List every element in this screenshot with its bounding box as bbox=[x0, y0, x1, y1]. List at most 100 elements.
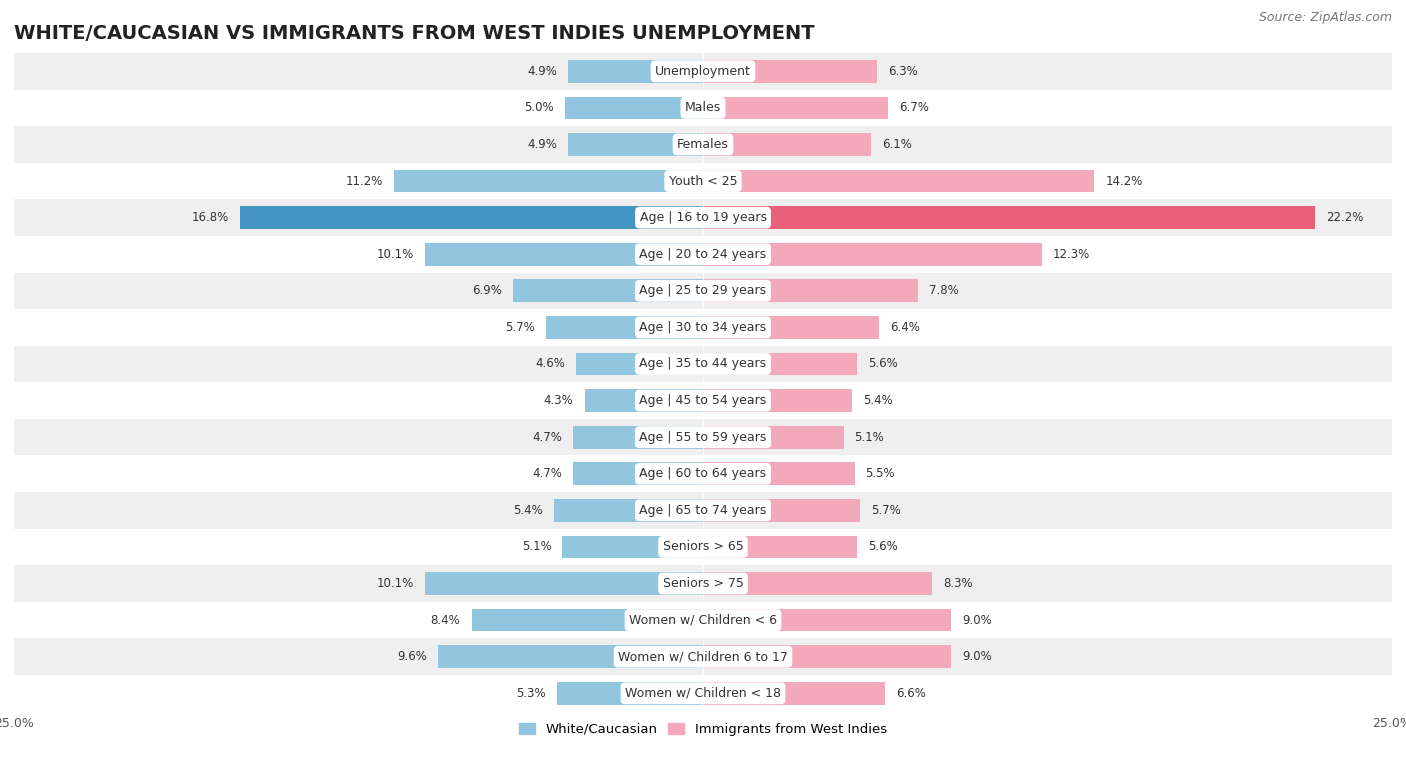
Bar bbox=[14, 565, 1392, 602]
Bar bbox=[14, 273, 1392, 309]
Text: 5.4%: 5.4% bbox=[513, 504, 543, 517]
Bar bbox=[14, 382, 1392, 419]
Bar bbox=[14, 346, 1392, 382]
Text: 9.0%: 9.0% bbox=[962, 650, 991, 663]
Bar bbox=[14, 638, 1392, 675]
Bar bbox=[703, 353, 858, 375]
Bar bbox=[14, 163, 1392, 199]
Bar bbox=[703, 207, 1315, 229]
Text: 11.2%: 11.2% bbox=[346, 175, 384, 188]
Bar bbox=[574, 463, 703, 485]
Bar bbox=[14, 675, 1392, 712]
Text: Women w/ Children < 18: Women w/ Children < 18 bbox=[626, 687, 780, 699]
Bar bbox=[576, 353, 703, 375]
Bar bbox=[703, 646, 950, 668]
Bar bbox=[703, 60, 876, 83]
Bar bbox=[703, 243, 1042, 266]
Text: 5.1%: 5.1% bbox=[855, 431, 884, 444]
Bar bbox=[703, 97, 887, 119]
Bar bbox=[14, 309, 1392, 346]
Bar bbox=[14, 199, 1392, 236]
Bar bbox=[14, 602, 1392, 638]
Bar bbox=[14, 419, 1392, 456]
Text: 5.7%: 5.7% bbox=[505, 321, 534, 334]
Text: 16.8%: 16.8% bbox=[191, 211, 229, 224]
Bar bbox=[14, 53, 1392, 89]
Bar bbox=[703, 279, 918, 302]
Bar bbox=[585, 389, 703, 412]
Text: Age | 60 to 64 years: Age | 60 to 64 years bbox=[640, 467, 766, 480]
Text: 12.3%: 12.3% bbox=[1053, 248, 1090, 260]
Text: 5.3%: 5.3% bbox=[516, 687, 546, 699]
Legend: White/Caucasian, Immigrants from West Indies: White/Caucasian, Immigrants from West In… bbox=[515, 718, 891, 741]
Bar bbox=[703, 426, 844, 448]
Text: 8.4%: 8.4% bbox=[430, 614, 461, 627]
Text: Unemployment: Unemployment bbox=[655, 65, 751, 78]
Bar bbox=[703, 316, 879, 338]
Text: Women w/ Children < 6: Women w/ Children < 6 bbox=[628, 614, 778, 627]
Text: Women w/ Children 6 to 17: Women w/ Children 6 to 17 bbox=[619, 650, 787, 663]
Bar bbox=[14, 126, 1392, 163]
Text: 6.7%: 6.7% bbox=[898, 101, 928, 114]
Text: WHITE/CAUCASIAN VS IMMIGRANTS FROM WEST INDIES UNEMPLOYMENT: WHITE/CAUCASIAN VS IMMIGRANTS FROM WEST … bbox=[14, 24, 814, 43]
Bar bbox=[14, 456, 1392, 492]
Text: Age | 35 to 44 years: Age | 35 to 44 years bbox=[640, 357, 766, 370]
Text: 14.2%: 14.2% bbox=[1105, 175, 1143, 188]
Text: 4.6%: 4.6% bbox=[536, 357, 565, 370]
Text: Age | 65 to 74 years: Age | 65 to 74 years bbox=[640, 504, 766, 517]
Bar bbox=[703, 572, 932, 595]
Bar bbox=[14, 236, 1392, 273]
Text: 8.3%: 8.3% bbox=[943, 577, 973, 590]
Text: 4.9%: 4.9% bbox=[527, 65, 557, 78]
Text: 10.1%: 10.1% bbox=[377, 248, 413, 260]
Text: 4.9%: 4.9% bbox=[527, 138, 557, 151]
Bar bbox=[425, 243, 703, 266]
Text: 6.6%: 6.6% bbox=[896, 687, 925, 699]
Bar bbox=[703, 682, 884, 705]
Text: 5.4%: 5.4% bbox=[863, 394, 893, 407]
Text: Age | 20 to 24 years: Age | 20 to 24 years bbox=[640, 248, 766, 260]
Bar bbox=[703, 133, 872, 156]
Text: 9.6%: 9.6% bbox=[398, 650, 427, 663]
Text: Seniors > 75: Seniors > 75 bbox=[662, 577, 744, 590]
Bar bbox=[554, 499, 703, 522]
Text: 10.1%: 10.1% bbox=[377, 577, 413, 590]
Text: 4.7%: 4.7% bbox=[533, 431, 562, 444]
Text: Females: Females bbox=[678, 138, 728, 151]
Bar bbox=[568, 133, 703, 156]
Bar bbox=[568, 60, 703, 83]
Bar bbox=[703, 609, 950, 631]
Bar bbox=[703, 499, 860, 522]
Bar bbox=[703, 389, 852, 412]
Bar bbox=[14, 89, 1392, 126]
Text: Age | 55 to 59 years: Age | 55 to 59 years bbox=[640, 431, 766, 444]
Text: 5.1%: 5.1% bbox=[522, 540, 551, 553]
Text: Age | 25 to 29 years: Age | 25 to 29 years bbox=[640, 285, 766, 298]
Text: 4.7%: 4.7% bbox=[533, 467, 562, 480]
Bar bbox=[565, 97, 703, 119]
Bar bbox=[562, 536, 703, 558]
Bar bbox=[703, 463, 855, 485]
Text: Source: ZipAtlas.com: Source: ZipAtlas.com bbox=[1258, 11, 1392, 24]
Bar bbox=[439, 646, 703, 668]
Bar bbox=[471, 609, 703, 631]
Bar bbox=[513, 279, 703, 302]
Text: 6.1%: 6.1% bbox=[882, 138, 912, 151]
Text: 5.6%: 5.6% bbox=[869, 540, 898, 553]
Bar bbox=[557, 682, 703, 705]
Text: 6.4%: 6.4% bbox=[890, 321, 921, 334]
Text: 5.6%: 5.6% bbox=[869, 357, 898, 370]
Text: 4.3%: 4.3% bbox=[544, 394, 574, 407]
Bar bbox=[574, 426, 703, 448]
Text: 6.9%: 6.9% bbox=[472, 285, 502, 298]
Bar bbox=[240, 207, 703, 229]
Text: Males: Males bbox=[685, 101, 721, 114]
Text: 5.5%: 5.5% bbox=[866, 467, 896, 480]
Text: Age | 45 to 54 years: Age | 45 to 54 years bbox=[640, 394, 766, 407]
Bar bbox=[14, 492, 1392, 528]
Bar bbox=[394, 170, 703, 192]
Text: 5.0%: 5.0% bbox=[524, 101, 554, 114]
Text: 5.7%: 5.7% bbox=[872, 504, 901, 517]
Text: Age | 16 to 19 years: Age | 16 to 19 years bbox=[640, 211, 766, 224]
Text: 9.0%: 9.0% bbox=[962, 614, 991, 627]
